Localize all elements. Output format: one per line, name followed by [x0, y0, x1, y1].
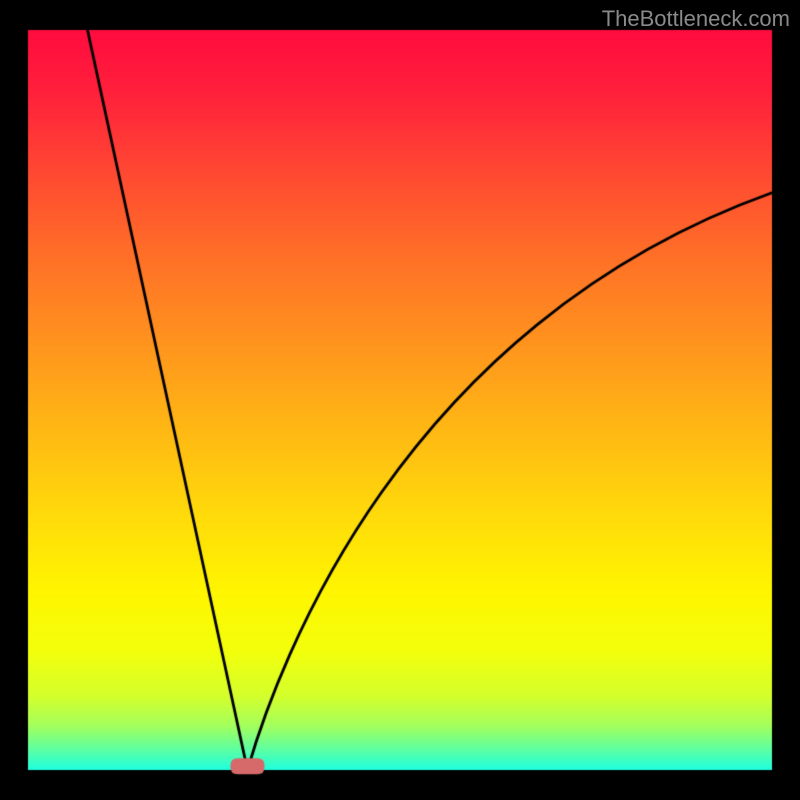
watermark-text: TheBottleneck.com	[602, 6, 790, 32]
chart-container: TheBottleneck.com	[0, 0, 800, 800]
bottleneck-chart-canvas	[0, 0, 800, 800]
